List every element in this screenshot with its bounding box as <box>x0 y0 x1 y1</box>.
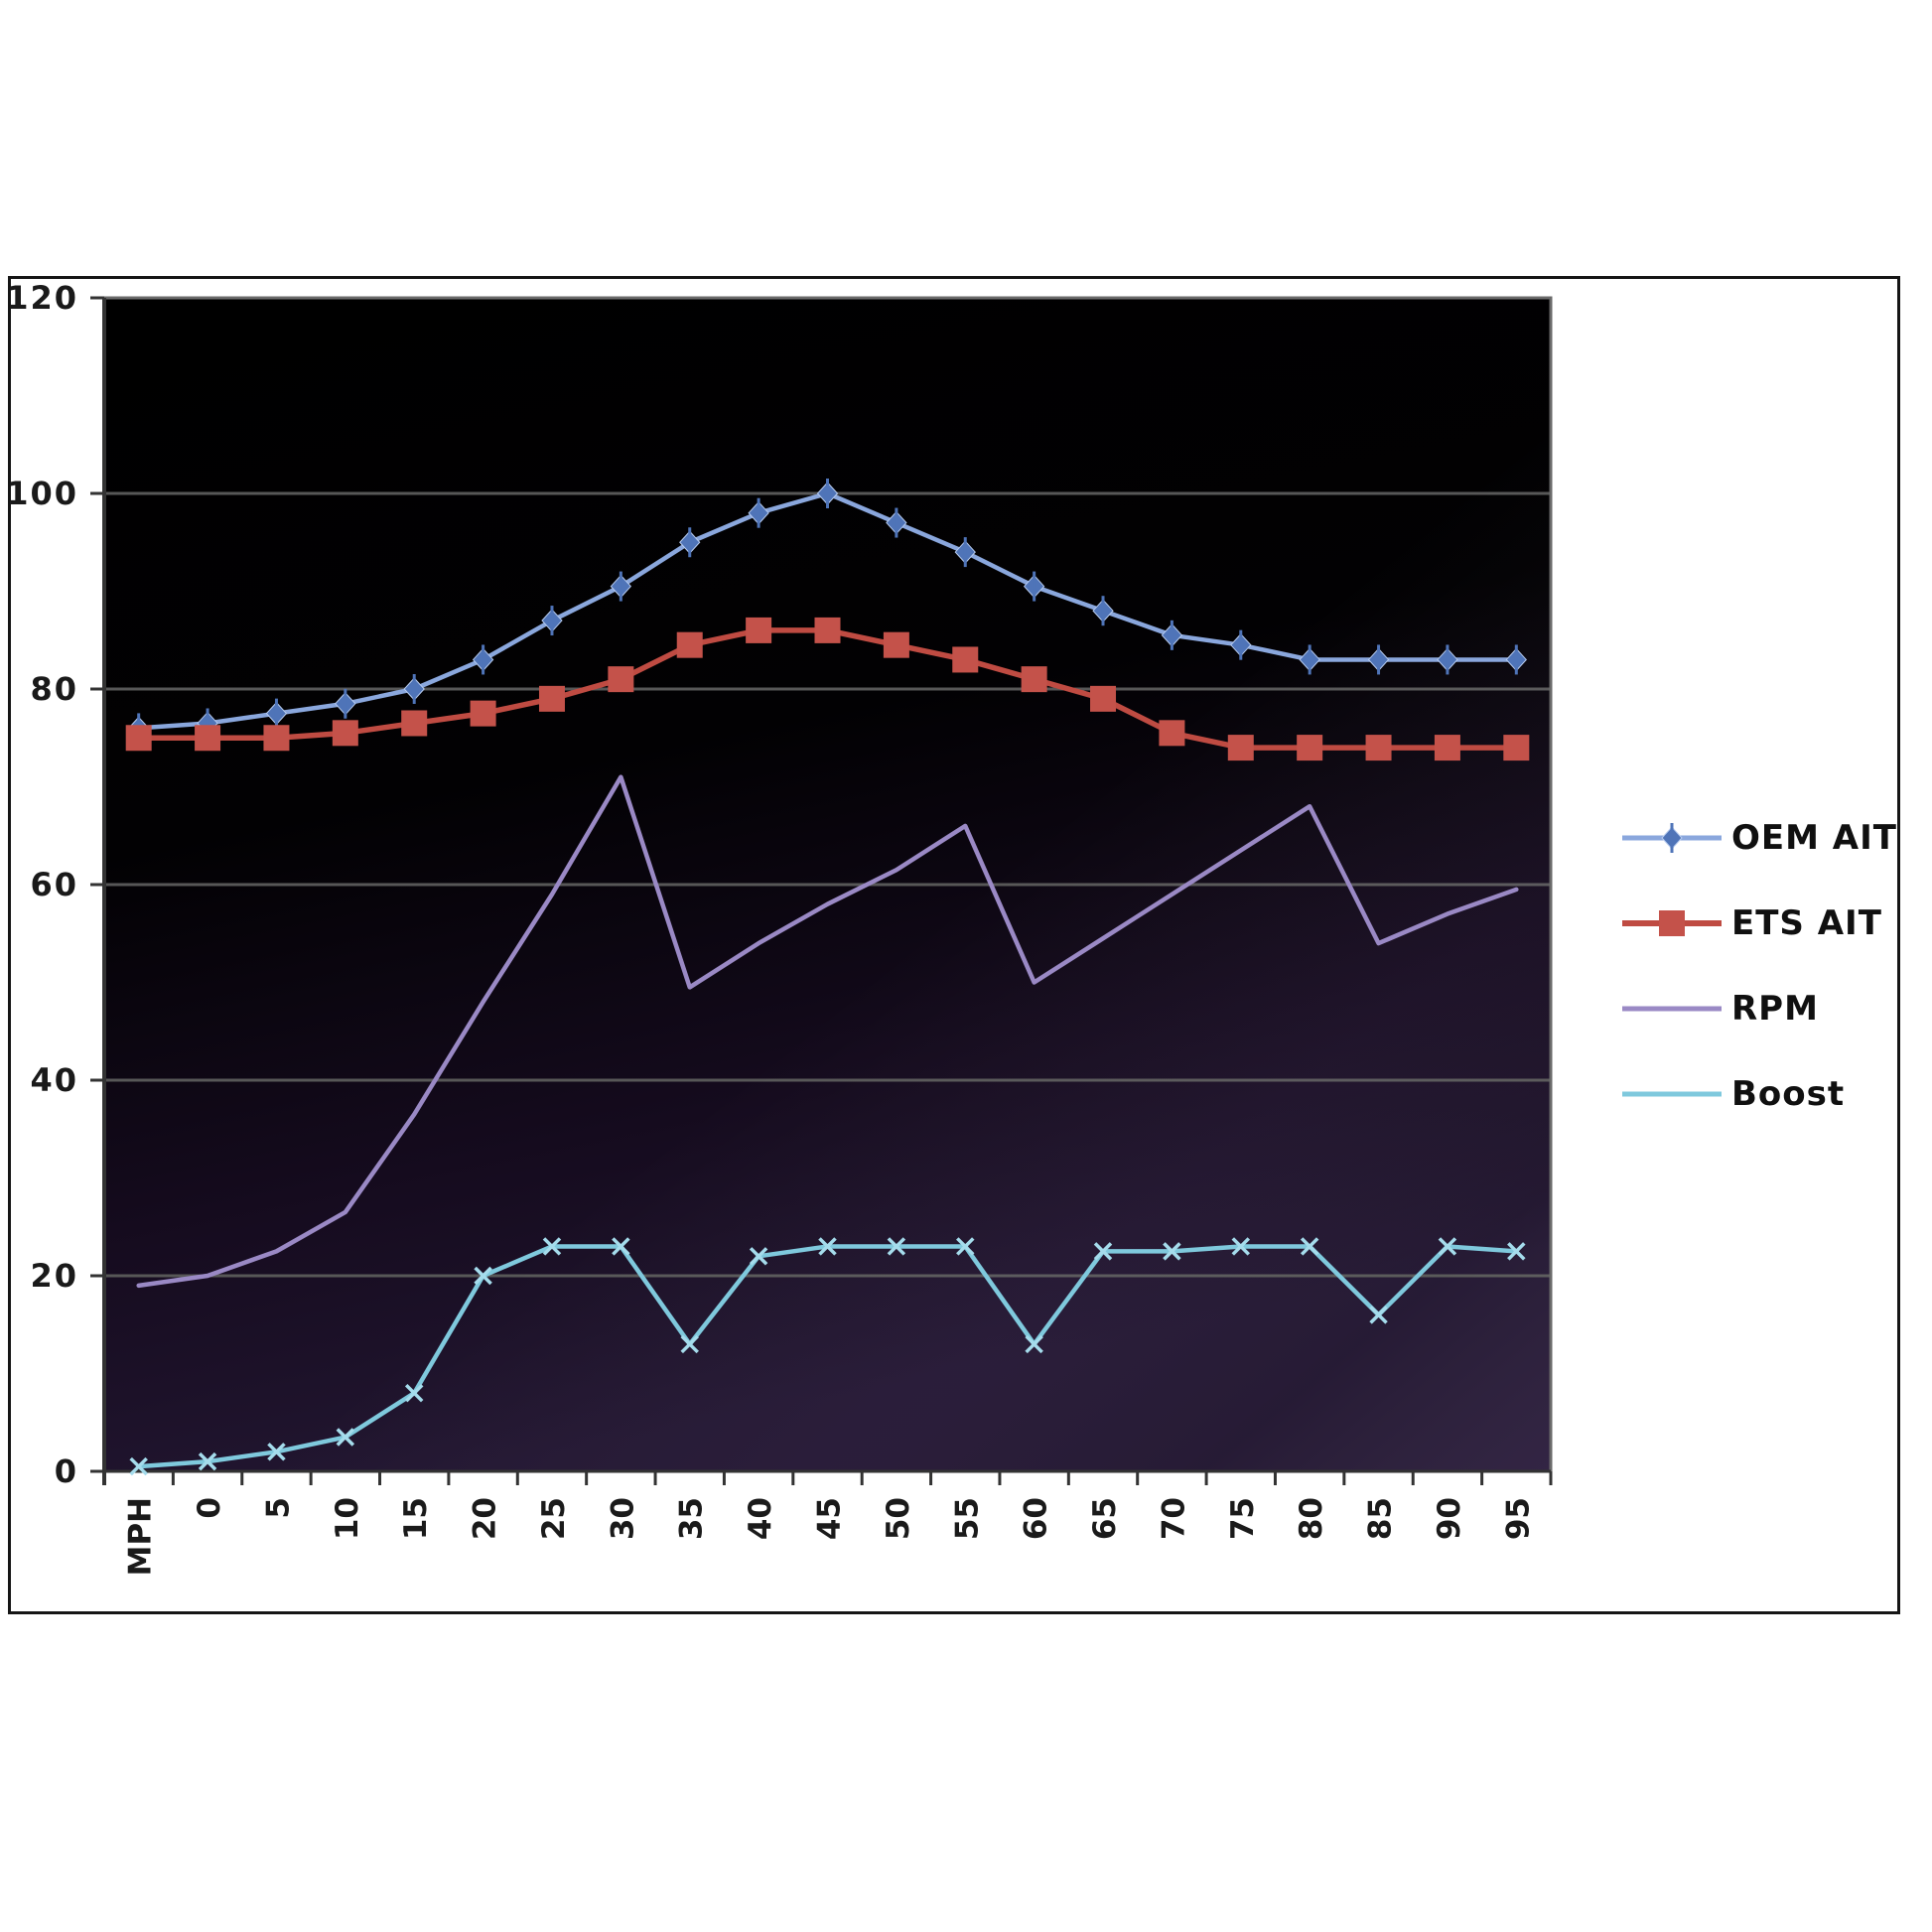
ets-ait-line-marker-icon <box>1620 899 1724 947</box>
x-small-marker <box>1507 1242 1526 1261</box>
plot-area: 0 20 40 60 80 100 120 MPH 0 5 10 15 20 25 30 35 40 45 50 55… <box>6 279 1553 1577</box>
square-marker <box>608 666 634 693</box>
x-tick-label-45: 45 <box>812 1497 848 1540</box>
x-small-marker <box>1025 1334 1043 1354</box>
x-small-marker <box>887 1237 906 1256</box>
x-small-marker <box>1231 1237 1251 1256</box>
y-tick-label-0: 0 <box>55 1452 78 1490</box>
square-marker <box>676 631 703 658</box>
x-tick-label-20: 20 <box>468 1497 503 1540</box>
x-tick-label-15: 15 <box>398 1497 434 1540</box>
x-small-marker <box>612 1237 630 1256</box>
x-tick-label-75: 75 <box>1225 1497 1261 1540</box>
square-marker <box>332 720 358 747</box>
square-marker <box>1659 910 1685 936</box>
x-tick-label-40: 40 <box>743 1497 778 1540</box>
legend-label-ets-ait: ETS AIT <box>1731 903 1882 943</box>
legend-item-oem-ait: OEM AIT <box>1620 809 1897 867</box>
x-tick-label-0: 0 <box>192 1497 227 1519</box>
y-tick-label-120: 120 <box>6 279 78 317</box>
x-tick-label-60: 60 <box>1019 1497 1054 1540</box>
square-marker <box>1297 735 1323 761</box>
square-marker <box>125 725 152 752</box>
x-small-marker <box>749 1247 768 1266</box>
square-marker <box>952 646 979 673</box>
legend-label-boost: Boost <box>1731 1074 1846 1114</box>
x-small-marker <box>404 1383 424 1403</box>
legend-item-ets-ait: ETS AIT <box>1620 895 1897 952</box>
legend-label-oem-ait: OEM AIT <box>1731 818 1897 858</box>
square-marker <box>1159 720 1185 747</box>
legend-label-rpm: RPM <box>1731 989 1819 1029</box>
y-tick-label-60: 60 <box>30 866 78 903</box>
x-tick-label-30: 30 <box>605 1497 640 1540</box>
square-marker <box>1090 685 1117 712</box>
square-marker <box>746 617 772 643</box>
y-tick-label-100: 100 <box>6 475 78 512</box>
x-tick-label-5: 5 <box>260 1497 296 1519</box>
x-tick-label-MPH: MPH <box>123 1497 159 1577</box>
x-tick-label-50: 50 <box>881 1497 916 1540</box>
plot-glare-overlay <box>104 298 1551 1471</box>
square-marker <box>538 685 565 712</box>
legend-item-rpm: RPM <box>1620 980 1897 1037</box>
square-marker <box>263 725 290 752</box>
y-tick-label-40: 40 <box>30 1061 78 1099</box>
x-tick-label-55: 55 <box>949 1497 985 1540</box>
x-small-marker <box>542 1237 562 1256</box>
legend-swatch-svg <box>1622 1091 1722 1097</box>
x-small-marker <box>818 1237 837 1256</box>
x-tick-label-80: 80 <box>1294 1497 1329 1540</box>
x-small-marker <box>1438 1237 1457 1256</box>
legend-swatch-svg <box>1622 1006 1722 1012</box>
x-small-marker <box>474 1266 492 1286</box>
square-marker <box>470 700 496 727</box>
x-small-marker <box>1093 1242 1113 1261</box>
rpm-line-marker-icon <box>1620 985 1724 1033</box>
series-line-rpm <box>136 774 1519 1289</box>
x-tick-label-95: 95 <box>1500 1497 1536 1540</box>
x-small-marker <box>129 1456 148 1476</box>
square-marker <box>1503 735 1530 761</box>
boost-line-marker-icon <box>1620 1070 1724 1118</box>
x-tick-label-85: 85 <box>1363 1497 1399 1540</box>
square-marker <box>1227 735 1254 761</box>
y-tick-label-20: 20 <box>30 1257 78 1295</box>
x-tick-label-90: 90 <box>1432 1497 1467 1540</box>
x-small-marker <box>680 1334 699 1354</box>
x-tick-label-10: 10 <box>330 1497 365 1540</box>
legend-swatch-svg <box>1622 823 1722 853</box>
y-tick-label-80: 80 <box>30 670 78 708</box>
x-small-marker <box>956 1237 975 1256</box>
legend: OEM AIT ETS AIT RPM Boost <box>1620 809 1897 1123</box>
x-tick-label-65: 65 <box>1087 1497 1123 1540</box>
legend-swatch-svg <box>1622 910 1722 936</box>
oem-ait-line-marker-icon <box>1620 814 1724 862</box>
square-marker <box>883 631 909 658</box>
square-marker <box>1434 735 1460 761</box>
x-tick-label-35: 35 <box>674 1497 710 1540</box>
x-tick-label-25: 25 <box>536 1497 572 1540</box>
square-marker <box>195 725 221 752</box>
x-small-marker <box>1369 1306 1388 1324</box>
x-small-marker <box>267 1443 286 1461</box>
x-small-marker <box>336 1428 355 1447</box>
x-tick-label-70: 70 <box>1156 1497 1191 1540</box>
legend-item-boost: Boost <box>1620 1065 1897 1123</box>
x-small-marker <box>198 1451 217 1471</box>
square-marker <box>1365 735 1392 761</box>
square-marker <box>814 617 841 643</box>
square-marker <box>401 710 428 737</box>
x-small-marker <box>1300 1237 1319 1256</box>
x-small-marker <box>1163 1242 1181 1261</box>
square-marker <box>1021 666 1047 693</box>
